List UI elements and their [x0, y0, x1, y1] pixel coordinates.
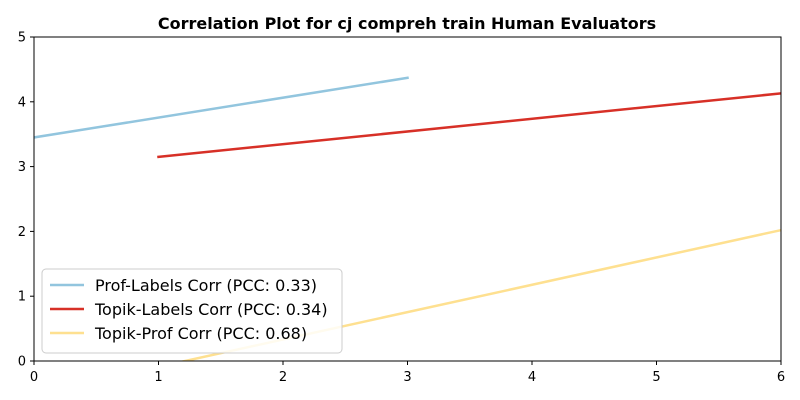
y-tick-label: 5 — [18, 31, 26, 46]
chart-title: Correlation Plot for cj compreh train Hu… — [158, 14, 656, 33]
y-tick-label: 2 — [18, 225, 26, 240]
y-tick-label: 0 — [18, 355, 26, 370]
legend-box — [41, 268, 343, 354]
series-line-1 — [34, 76, 409, 139]
y-tick-label: 4 — [18, 95, 26, 110]
x-tick-label: 4 — [528, 370, 536, 385]
y-tick-label: 3 — [18, 160, 26, 175]
x-tick-label: 5 — [652, 370, 660, 385]
x-tick-label: 3 — [403, 370, 411, 385]
legend-label-1: Prof-Labels Corr (PCC: 0.33) — [95, 276, 317, 295]
series-line-2 — [157, 92, 781, 159]
x-axis: 0 1 2 3 4 5 6 — [30, 361, 785, 385]
legend: Prof-Labels Corr (PCC: 0.33) Topik-Labels… — [41, 268, 343, 354]
x-tick-label: 6 — [777, 370, 785, 385]
x-tick-label: 2 — [279, 370, 287, 385]
y-axis: 0 1 2 3 4 5 — [18, 31, 34, 370]
y-tick-label: 1 — [18, 290, 26, 305]
legend-label-2: Topik-Labels Corr (PCC: 0.34) — [94, 300, 328, 319]
legend-label-3: Topik-Prof Corr (PCC: 0.68) — [94, 324, 307, 343]
x-tick-label: 1 — [154, 370, 162, 385]
x-tick-label: 0 — [30, 370, 38, 385]
